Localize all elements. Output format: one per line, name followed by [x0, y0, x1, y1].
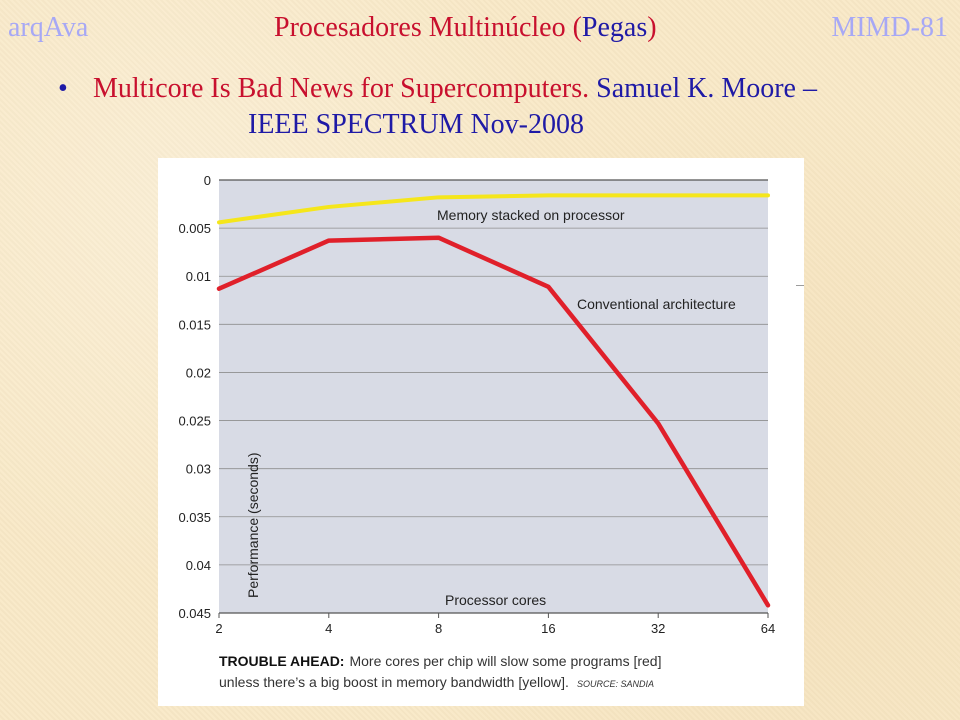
y-tick-label: 0.04: [186, 558, 211, 573]
y-tick-label: 0.01: [186, 269, 211, 284]
series-line-memory-stacked: [217, 193, 770, 225]
article-title: Multicore Is Bad News for Supercomputers…: [93, 73, 590, 104]
performance-chart: 0 0.005 0.01 0.015 0.02 0.025 0.03 0.035 0.04 0.0…: [178, 173, 775, 690]
y-tick-label: 0.045: [178, 606, 211, 621]
series-lines: [216, 193, 771, 608]
grid-lines: [219, 179, 768, 614]
x-tick-label: 2: [215, 621, 222, 636]
chart-card: 0 0.005 0.01 0.015 0.02 0.025 0.03 0.035 0.04 0.0…: [158, 158, 804, 706]
x-tick-label: 64: [761, 621, 775, 636]
bullet-dot: •: [58, 73, 68, 104]
caption-text-2: unless there’s a big boost in memory ban…: [219, 674, 569, 690]
article-source: IEEE SPECTRUM Nov-2008: [248, 109, 584, 140]
caption-text-1: More cores per chip will slow some progr…: [349, 653, 661, 669]
slide-number: MIMD-81: [831, 12, 948, 43]
slide-title-close: ): [647, 12, 657, 43]
y-tick-labels: 0 0.005 0.01 0.015 0.02 0.025 0.03 0.035 0.04 0.0…: [178, 173, 211, 621]
y-tick-label: 0.025: [178, 414, 211, 429]
annotation-conventional: Conventional architecture: [577, 296, 736, 312]
divider-mark: [796, 285, 804, 286]
slide-title: Procesadores Multinúcleo (Pegas): [274, 12, 657, 44]
article-author: Samuel K. Moore –: [596, 73, 817, 104]
slide-title-paren: Pegas: [581, 12, 648, 43]
y-tick-label: 0.015: [178, 317, 211, 332]
y-tick-label: 0.035: [178, 510, 211, 525]
x-tick-label: 32: [651, 621, 665, 636]
x-tick-label: 16: [541, 621, 555, 636]
x-axis-title: Processor cores: [445, 592, 546, 608]
course-label: arqAva: [8, 12, 89, 43]
slide-header: arqAva Procesadores Multinúcleo (Pegas) …: [0, 0, 960, 60]
caption-bold: TROUBLE AHEAD:: [219, 653, 344, 669]
annotation-memory-stacked: Memory stacked on processor: [437, 207, 625, 223]
x-tick-label: 4: [325, 621, 332, 636]
series-line-conventional: [216, 235, 771, 608]
slide-title-main: Procesadores Multinúcleo (: [274, 12, 582, 43]
x-tick-label: 8: [435, 621, 442, 636]
chart-caption-line-2: unless there’s a big boost in memory ban…: [219, 674, 654, 690]
y-tick-label: 0.03: [186, 462, 211, 477]
y-tick-label: 0: [204, 173, 211, 188]
x-grid-lines: [218, 612, 769, 618]
bullet-line-1: Multicore Is Bad News for Supercomputers…: [93, 72, 817, 106]
caption-source: SOURCE: SANDIA: [577, 679, 654, 689]
plot-area: [219, 180, 768, 613]
chart-caption-line-1: TROUBLE AHEAD: More cores per chip will s…: [219, 653, 661, 669]
y-axis-title: Performance (seconds): [245, 452, 261, 598]
x-tick-labels: 2 4 8 16 32 64: [215, 621, 775, 636]
y-tick-label: 0.005: [178, 221, 211, 236]
y-tick-label: 0.02: [186, 365, 211, 380]
